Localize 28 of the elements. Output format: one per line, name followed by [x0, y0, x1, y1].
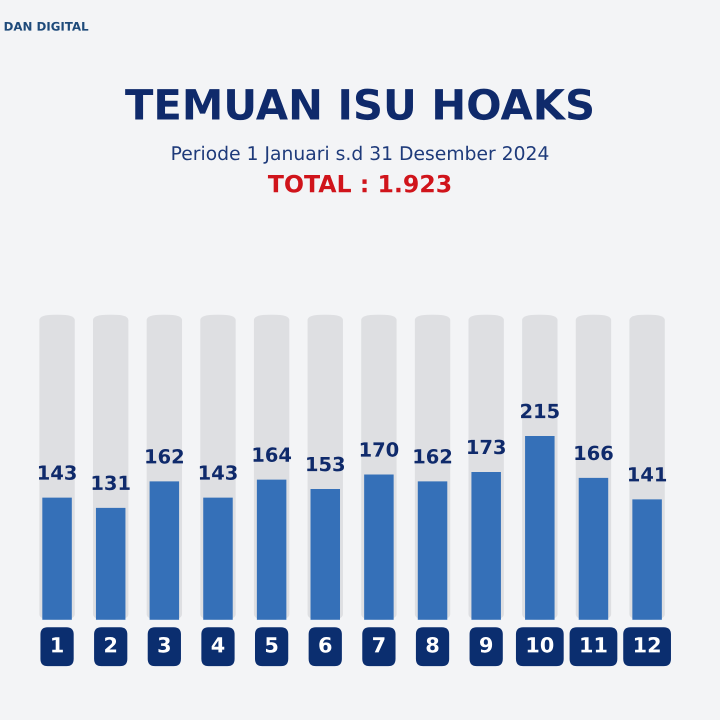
chart-title: TEMUAN ISU HOAKS: [125, 88, 592, 120]
data-label: 162: [146, 448, 183, 464]
text: TOTAL : 1.923: [268, 174, 450, 193]
data-label: 170: [360, 442, 398, 457]
data-label: 215: [521, 404, 559, 418]
x-tick-label: 8: [426, 636, 438, 653]
x-tick-label: 7: [373, 637, 384, 652]
data-label: 143: [200, 465, 237, 480]
x-tick-label: 6: [319, 636, 332, 653]
data-label: 141: [629, 467, 666, 482]
x-tick-label: 1: [52, 637, 63, 652]
data-label: 166: [575, 446, 613, 460]
x-tick-label: 4: [212, 637, 224, 652]
data-label: 143: [38, 465, 76, 480]
data-label: 162: [414, 448, 452, 464]
data-label: 153: [307, 456, 344, 472]
x-tick-label: 5: [266, 637, 278, 653]
chart-subtitle: Periode 1 Januari s.d 31 Desember 2024: [172, 146, 548, 164]
data-label: 173: [468, 440, 505, 454]
x-tick-label: 9: [480, 636, 492, 653]
x-tick-label: 12: [634, 636, 660, 652]
x-tick-label: 2: [105, 636, 116, 652]
x-tick-label: 3: [158, 636, 170, 653]
text: DAN DIGITAL: [4, 22, 88, 31]
x-tick-label: 10: [528, 636, 554, 653]
data-label: 131: [92, 476, 130, 490]
x-tick-label: 11: [581, 637, 607, 652]
data-label: 164: [254, 447, 292, 462]
